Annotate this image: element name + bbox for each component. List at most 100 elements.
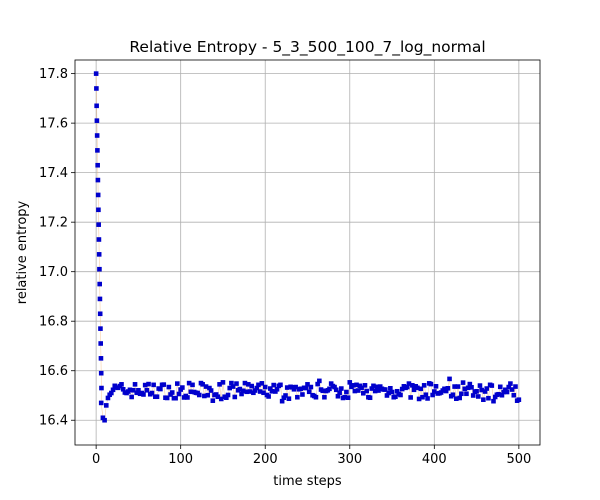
data-point xyxy=(154,394,160,400)
data-point xyxy=(180,385,185,390)
data-point xyxy=(151,382,156,388)
data-point xyxy=(372,388,378,394)
data-point xyxy=(359,385,364,391)
data-point xyxy=(240,388,246,394)
data-point xyxy=(208,388,214,393)
data-point xyxy=(388,386,393,391)
y-axis-ticks: 16.4 16.6 16.8 17.0 17.2 17.4 17.6 17.8 xyxy=(39,67,75,429)
data-point xyxy=(496,391,501,397)
data-point xyxy=(98,400,104,406)
data-point xyxy=(146,381,151,387)
y-tick-label: 17.2 xyxy=(39,216,68,231)
data-point xyxy=(342,394,347,400)
data-point xyxy=(95,148,100,153)
data-point xyxy=(306,389,312,395)
data-point xyxy=(416,396,422,402)
data-point xyxy=(261,390,266,396)
data-point xyxy=(337,390,342,396)
data-point xyxy=(269,388,275,394)
data-point xyxy=(129,394,134,400)
data-point xyxy=(445,386,451,391)
x-tick-label: 100 xyxy=(168,452,193,467)
data-point xyxy=(355,388,361,393)
data-point xyxy=(141,392,146,397)
data-point xyxy=(344,389,349,395)
data-point xyxy=(244,389,249,395)
data-point xyxy=(394,388,400,394)
data-point xyxy=(247,389,253,394)
data-point xyxy=(283,393,288,398)
data-point xyxy=(298,386,304,392)
data-point xyxy=(254,385,260,391)
data-point xyxy=(322,394,327,400)
data-point xyxy=(164,395,170,401)
data-point xyxy=(252,388,258,393)
data-point xyxy=(284,385,290,390)
data-point xyxy=(418,386,424,392)
data-point xyxy=(486,395,491,401)
data-point xyxy=(371,383,376,389)
data-point xyxy=(196,392,202,398)
data-point xyxy=(99,385,104,391)
data-point xyxy=(158,386,163,392)
data-point xyxy=(411,387,417,393)
y-tick-label: 16.6 xyxy=(39,364,68,379)
data-point xyxy=(262,384,268,390)
data-point xyxy=(257,389,263,394)
x-tick-label: 300 xyxy=(337,452,362,467)
data-point xyxy=(350,383,356,388)
y-tick-label: 16.4 xyxy=(39,414,68,429)
data-point xyxy=(278,382,283,388)
x-axis-label: time steps xyxy=(273,474,342,489)
data-point xyxy=(408,395,413,400)
data-point xyxy=(100,415,106,421)
plot-frame xyxy=(74,59,541,446)
data-point xyxy=(96,222,101,227)
data-point xyxy=(511,392,517,398)
data-point xyxy=(97,266,102,272)
data-point xyxy=(274,386,280,392)
data-point xyxy=(491,398,496,404)
x-tick-label: 400 xyxy=(422,452,447,467)
data-point xyxy=(215,394,221,400)
data-point xyxy=(120,386,126,392)
data-point xyxy=(98,356,104,361)
data-point xyxy=(186,380,192,386)
data-point xyxy=(389,389,395,395)
data-point xyxy=(423,392,429,398)
data-point xyxy=(460,380,466,385)
data-point xyxy=(97,281,102,287)
data-points xyxy=(93,71,522,423)
grid xyxy=(75,60,540,445)
data-point xyxy=(482,389,488,394)
data-point xyxy=(464,391,469,397)
data-point xyxy=(361,390,366,396)
data-point xyxy=(98,341,103,346)
data-point xyxy=(102,417,107,423)
data-point xyxy=(362,383,368,388)
data-point xyxy=(119,382,124,387)
data-point xyxy=(96,252,102,257)
data-point xyxy=(509,387,515,392)
data-point xyxy=(234,381,239,386)
data-point xyxy=(430,392,435,398)
data-point xyxy=(447,376,452,382)
data-point xyxy=(479,387,484,393)
data-point xyxy=(469,385,474,390)
data-point xyxy=(474,388,479,394)
data-point xyxy=(354,382,359,388)
data-point xyxy=(224,395,229,401)
data-point xyxy=(303,385,309,391)
data-point xyxy=(144,387,150,393)
data-point xyxy=(185,395,190,400)
data-point xyxy=(109,390,114,396)
data-point xyxy=(268,386,273,391)
data-point xyxy=(410,383,415,388)
data-point xyxy=(203,384,209,389)
data-point xyxy=(404,384,410,390)
data-point xyxy=(207,385,212,391)
y-tick-label: 17.0 xyxy=(39,265,68,280)
data-point xyxy=(420,394,425,400)
data-point xyxy=(481,397,486,402)
